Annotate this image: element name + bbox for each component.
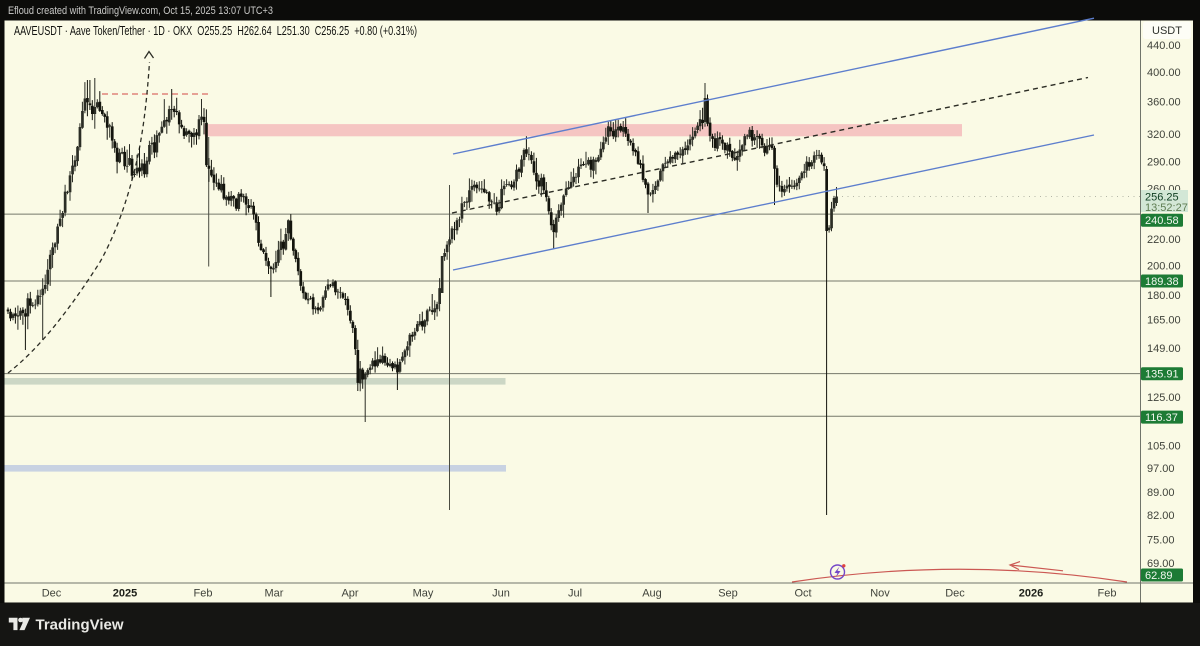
svg-text:290.00: 290.00	[1147, 157, 1181, 169]
svg-text:360.00: 360.00	[1147, 96, 1181, 108]
svg-text:220.00: 220.00	[1147, 234, 1181, 246]
svg-text:Feb: Feb	[194, 588, 213, 600]
svg-text:Jul: Jul	[568, 588, 582, 600]
svg-text:125.00: 125.00	[1147, 392, 1181, 404]
svg-text:89.00: 89.00	[1147, 487, 1175, 499]
svg-text:TradingView: TradingView	[36, 617, 124, 634]
svg-text:Feb: Feb	[1098, 588, 1117, 600]
svg-text:105.00: 105.00	[1147, 441, 1181, 453]
svg-text:Nov: Nov	[870, 588, 890, 600]
svg-text:320.00: 320.00	[1147, 129, 1181, 141]
svg-text:Apr: Apr	[341, 588, 358, 600]
svg-text:82.00: 82.00	[1147, 510, 1175, 522]
svg-text:Jun: Jun	[492, 588, 510, 600]
svg-text:Sep: Sep	[718, 588, 738, 600]
svg-text:2025: 2025	[113, 588, 137, 600]
svg-text:135.91: 135.91	[1145, 369, 1179, 381]
svg-text:Efloud created with TradingVie: Efloud created with TradingView.com, Oct…	[8, 5, 273, 17]
svg-text:13:52:27: 13:52:27	[1145, 202, 1188, 214]
svg-text:400.00: 400.00	[1147, 67, 1181, 79]
svg-text:97.00: 97.00	[1147, 463, 1175, 475]
svg-text:165.00: 165.00	[1147, 314, 1181, 326]
svg-text:440.00: 440.00	[1147, 40, 1181, 52]
svg-text:180.00: 180.00	[1147, 290, 1181, 302]
svg-text:AAVEUSDT · Aave Token/Tether ·: AAVEUSDT · Aave Token/Tether · 1D · OKX …	[14, 24, 417, 38]
svg-text:69.00: 69.00	[1147, 558, 1175, 570]
svg-text:May: May	[413, 588, 434, 600]
svg-text:62.89: 62.89	[1145, 570, 1173, 582]
svg-text:75.00: 75.00	[1147, 535, 1175, 547]
svg-text:USDT: USDT	[1152, 25, 1182, 37]
svg-text:Oct: Oct	[794, 588, 811, 600]
svg-text:116.37: 116.37	[1145, 412, 1178, 424]
svg-text:Aug: Aug	[642, 588, 662, 600]
svg-text:Mar: Mar	[265, 588, 284, 600]
svg-text:200.00: 200.00	[1147, 261, 1181, 273]
svg-text:240.58: 240.58	[1145, 215, 1179, 227]
svg-text:256.25: 256.25	[1145, 191, 1179, 203]
svg-text:Dec: Dec	[945, 588, 965, 600]
svg-text:2026: 2026	[1019, 588, 1043, 600]
svg-text:189.38: 189.38	[1145, 276, 1179, 288]
svg-text:Dec: Dec	[42, 588, 62, 600]
svg-text:149.00: 149.00	[1147, 343, 1181, 355]
